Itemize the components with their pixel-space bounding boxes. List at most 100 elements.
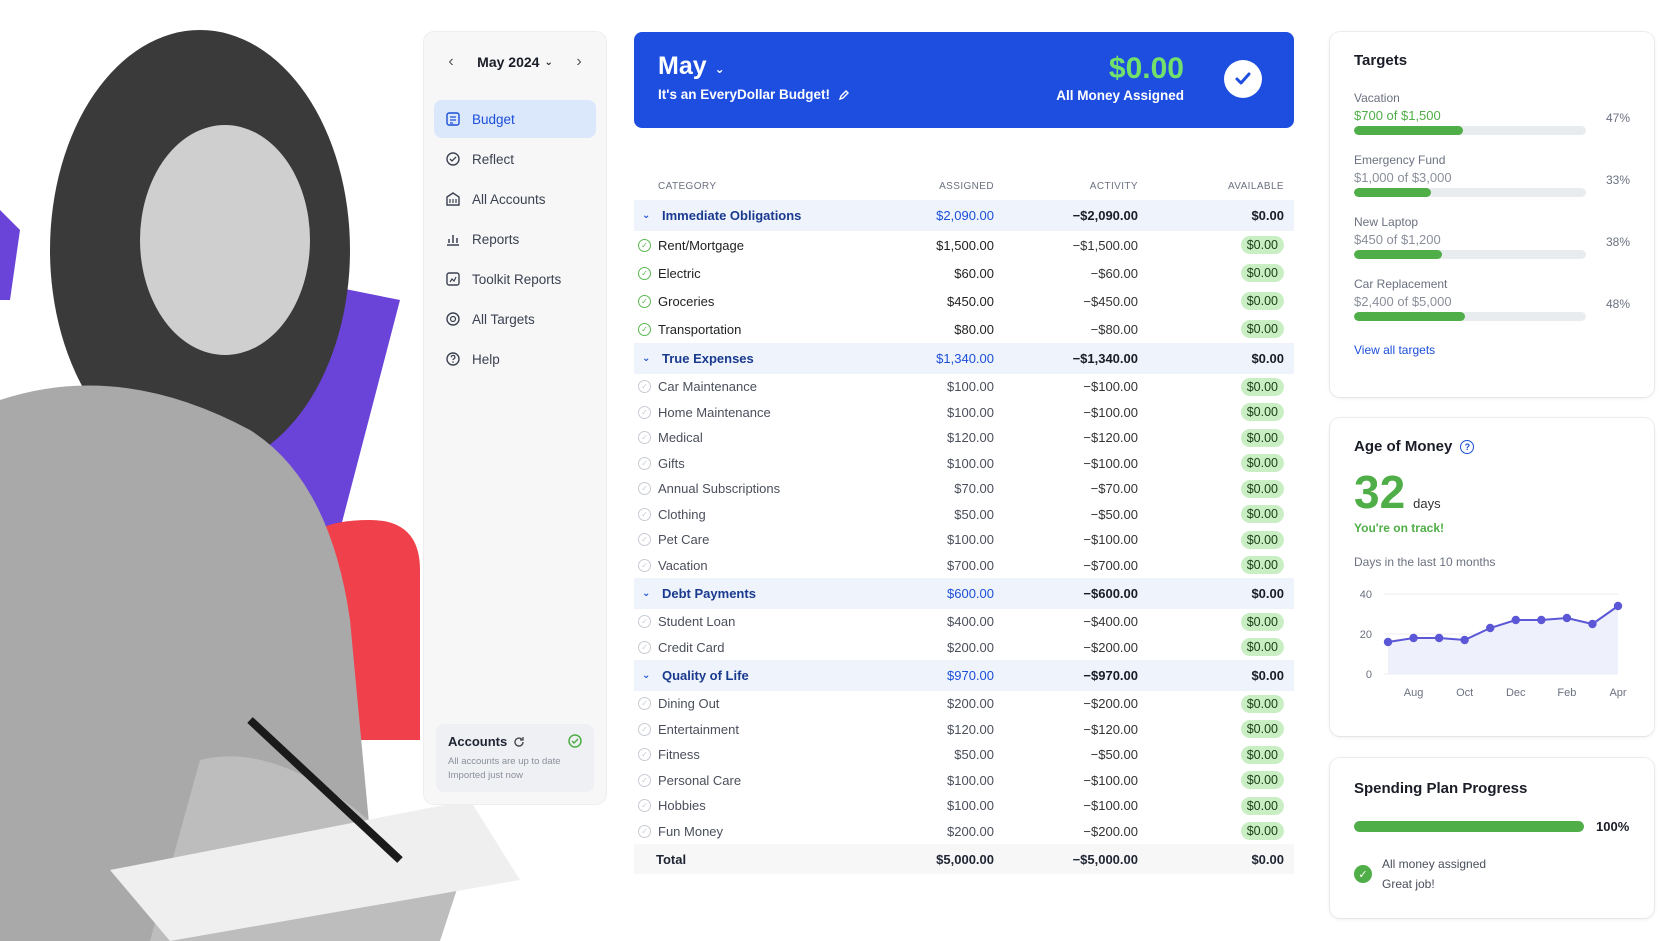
category-row[interactable]: ✓ Gifts $100.00 −$100.00 $0.00: [634, 451, 1294, 477]
status-check-icon: ✓: [638, 799, 651, 813]
chevron-down-icon[interactable]: ⌄: [642, 353, 651, 364]
sidebar-item-reflect[interactable]: Reflect: [434, 140, 596, 178]
sidebar-item-budget[interactable]: Budget: [434, 100, 596, 138]
total-assigned: $5,000.00: [936, 851, 994, 867]
category-assigned[interactable]: $80.00: [954, 321, 994, 337]
category-assigned[interactable]: $100.00: [947, 798, 994, 814]
sidebar-item-all-accounts[interactable]: All Accounts: [434, 180, 596, 218]
group-assigned[interactable]: $970.00: [947, 668, 994, 683]
info-icon[interactable]: ?: [1460, 439, 1475, 454]
view-all-targets-link[interactable]: View all targets: [1354, 343, 1436, 357]
y-tick-label: 20: [1360, 629, 1372, 641]
prev-month-icon[interactable]: ‹: [448, 53, 454, 70]
category-assigned[interactable]: $100.00: [947, 455, 994, 471]
category-group-row[interactable]: ⌄ True Expenses $1,340.00 −$1,340.00 $0.00: [634, 343, 1294, 374]
category-assigned[interactable]: $200.00: [947, 823, 994, 839]
category-assigned[interactable]: $50.00: [954, 747, 994, 763]
category-assigned[interactable]: $70.00: [954, 481, 994, 497]
category-row[interactable]: ✓ Annual Subscriptions $70.00 −$70.00 $0.00: [634, 476, 1294, 502]
category-assigned[interactable]: $200.00: [947, 696, 994, 712]
category-assigned[interactable]: $1,500.00: [936, 237, 994, 253]
sidebar-item-help[interactable]: Help: [434, 340, 596, 378]
category-row[interactable]: ✓ Pet Care $100.00 −$100.00 $0.00: [634, 527, 1294, 553]
category-row[interactable]: ✓ Student Loan $400.00 −$400.00 $0.00: [634, 609, 1294, 635]
y-tick-label: 0: [1366, 669, 1372, 681]
category-row[interactable]: ✓ Personal Care $100.00 −$100.00 $0.00: [634, 768, 1294, 794]
category-row[interactable]: ✓ Fun Money $200.00 −$200.00 $0.00: [634, 819, 1294, 845]
refresh-icon[interactable]: [513, 736, 525, 748]
category-assigned[interactable]: $100.00: [947, 379, 994, 395]
accounts-status[interactable]: Accounts All accounts are up to date Imp…: [436, 724, 594, 792]
category-assigned[interactable]: $450.00: [947, 293, 994, 309]
total-row: Total $5,000.00 −$5,000.00 $0.00: [634, 844, 1294, 874]
target-item[interactable]: Car Replacement $2,400 of $5,000 48%: [1354, 277, 1630, 321]
category-row[interactable]: ✓ Fitness $50.00 −$50.00 $0.00: [634, 742, 1294, 768]
category-group-row[interactable]: ⌄ Immediate Obligations $2,090.00 −$2,090.0…: [634, 200, 1294, 231]
available-badge: $0.00: [1240, 771, 1284, 790]
banner-month-picker[interactable]: May ⌄: [658, 52, 1270, 81]
category-name: Fun Money: [658, 823, 724, 839]
month-picker[interactable]: May 2024 ⌄: [477, 54, 553, 70]
sidebar-item-toolkit-reports[interactable]: Toolkit Reports: [434, 260, 596, 298]
target-percent: 33%: [1605, 173, 1630, 187]
target-item[interactable]: Emergency Fund $1,000 of $3,000 33%: [1354, 153, 1630, 197]
group-assigned[interactable]: $600.00: [947, 586, 994, 601]
category-row[interactable]: ✓ Entertainment $120.00 −$120.00 $0.00: [634, 717, 1294, 743]
category-row[interactable]: ✓ Transportation $80.00 −$80.00 $0.00: [634, 315, 1294, 343]
target-amount: $2,400 of $5,000: [1354, 294, 1452, 309]
data-point: [1383, 637, 1393, 647]
category-assigned[interactable]: $60.00: [954, 265, 994, 281]
next-month-icon[interactable]: ›: [576, 53, 582, 70]
chevron-down-icon[interactable]: ⌄: [642, 210, 651, 221]
header-assigned: ASSIGNED: [939, 180, 994, 192]
banner-subtitle: It's an EveryDollar Budget!: [658, 87, 830, 102]
group-assigned[interactable]: $1,340.00: [936, 351, 994, 366]
category-row[interactable]: ✓ Home Maintenance $100.00 −$100.00 $0.00: [634, 400, 1294, 426]
group-available: $0.00: [1251, 351, 1284, 366]
status-check-icon: ✓: [638, 456, 651, 470]
available-badge: $0.00: [1240, 479, 1284, 498]
category-assigned[interactable]: $100.00: [947, 772, 994, 788]
category-row[interactable]: ✓ Medical $120.00 −$120.00 $0.00: [634, 425, 1294, 451]
category-group-row[interactable]: ⌄ Debt Payments $600.00 −$600.00 $0.00: [634, 578, 1294, 609]
chevron-down-icon[interactable]: ⌄: [642, 588, 651, 599]
edit-icon[interactable]: [838, 89, 850, 101]
category-name: Dining Out: [658, 696, 720, 712]
category-row[interactable]: ✓ Groceries $450.00 −$450.00 $0.00: [634, 287, 1294, 315]
age-of-money-unit: days: [1413, 496, 1441, 511]
category-row[interactable]: ✓ Electric $60.00 −$60.00 $0.00: [634, 259, 1294, 287]
chevron-down-icon[interactable]: ⌄: [642, 670, 651, 681]
category-assigned[interactable]: $120.00: [947, 721, 994, 737]
target-item[interactable]: Vacation $700 of $1,500 47%: [1354, 91, 1630, 135]
available-badge: $0.00: [1240, 694, 1284, 713]
sidebar-item-reports[interactable]: Reports: [434, 220, 596, 258]
category-row[interactable]: ✓ Car Maintenance $100.00 −$100.00 $0.00: [634, 374, 1294, 400]
category-row[interactable]: ✓ Dining Out $200.00 −$200.00 $0.00: [634, 691, 1294, 717]
category-name: Transportation: [658, 321, 742, 337]
data-point: [1460, 635, 1469, 645]
available-badge: $0.00: [1240, 530, 1284, 549]
category-row[interactable]: ✓ Hobbies $100.00 −$100.00 $0.00: [634, 793, 1294, 819]
sidebar-item-all-targets[interactable]: All Targets: [434, 300, 596, 338]
category-assigned[interactable]: $120.00: [947, 430, 994, 446]
category-row[interactable]: ✓ Credit Card $200.00 −$200.00 $0.00: [634, 635, 1294, 661]
header-activity: ACTIVITY: [1089, 180, 1138, 192]
status-check-icon: ✓: [638, 640, 651, 654]
target-progress-bar: [1354, 126, 1586, 135]
category-row[interactable]: ✓ Vacation $700.00 −$700.00 $0.00: [634, 553, 1294, 579]
target-item[interactable]: New Laptop $450 of $1,200 38%: [1354, 215, 1630, 259]
category-assigned[interactable]: $50.00: [954, 506, 994, 522]
target-progress-fill: [1354, 126, 1464, 135]
category-row[interactable]: ✓ Clothing $50.00 −$50.00 $0.00: [634, 502, 1294, 528]
category-group-row[interactable]: ⌄ Quality of Life $970.00 −$970.00 $0.00: [634, 660, 1294, 691]
targets-list: Vacation $700 of $1,500 47% Emergency Fund $…: [1354, 91, 1630, 321]
target-percent: 38%: [1605, 235, 1630, 249]
group-assigned[interactable]: $2,090.00: [936, 208, 994, 223]
category-assigned[interactable]: $400.00: [947, 614, 994, 630]
category-assigned[interactable]: $200.00: [947, 639, 994, 655]
category-row[interactable]: ✓ Rent/Mortgage $1,500.00 −$1,500.00 $0.00: [634, 231, 1294, 259]
status-check-icon: ✓: [638, 697, 651, 711]
category-assigned[interactable]: $100.00: [947, 532, 994, 548]
category-assigned[interactable]: $700.00: [947, 557, 994, 573]
category-assigned[interactable]: $100.00: [947, 404, 994, 420]
